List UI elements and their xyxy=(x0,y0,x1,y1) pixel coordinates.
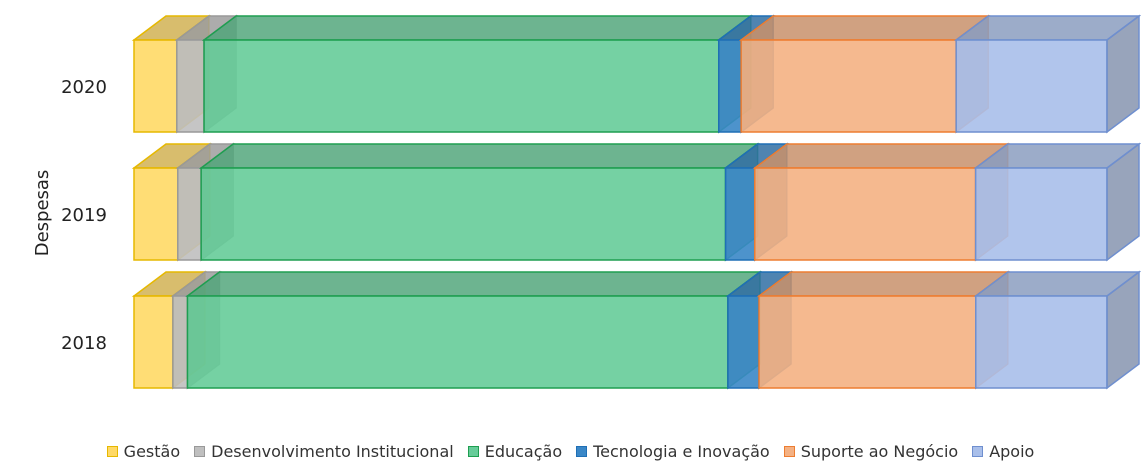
bar-front-face xyxy=(727,295,760,389)
bar-side-face xyxy=(1106,14,1140,134)
bar-front-face xyxy=(203,39,720,133)
bar-2019-apoio xyxy=(973,142,1141,262)
bar-2020-apoio xyxy=(953,14,1141,134)
bar-front-face xyxy=(200,167,727,261)
bar-top-face xyxy=(752,143,1010,169)
legend-label: Suporte ao Negócio xyxy=(800,441,959,461)
legend-label: Gestão xyxy=(123,441,181,461)
bars-layer xyxy=(131,14,1141,390)
legend-label: Educação xyxy=(484,441,563,461)
bar-top-face xyxy=(201,15,754,41)
legend-item-apoio: Apoio xyxy=(972,442,1034,461)
legend-swatch xyxy=(576,445,588,457)
legend-swatch xyxy=(972,445,984,457)
bar-front-face xyxy=(955,39,1108,133)
category-label-2018: 2018 xyxy=(61,333,107,354)
legend-label: Apoio xyxy=(989,441,1035,461)
legend-swatch xyxy=(194,445,206,457)
bar-top-face xyxy=(198,143,760,169)
bar-row-2019 xyxy=(131,142,1141,262)
bar-front-face xyxy=(133,167,179,261)
bar-row-2020 xyxy=(131,14,1141,134)
bar-top-face xyxy=(185,271,763,297)
legend-label: Tecnologia e Inovação xyxy=(593,441,770,461)
bar-front-face xyxy=(133,39,178,133)
bar-2019-suporte-ao-negocio xyxy=(752,142,1010,262)
bar-2018-apoio xyxy=(973,270,1141,390)
bar-front-face xyxy=(177,167,202,261)
legend-swatch xyxy=(467,445,479,457)
bar-front-face xyxy=(186,295,729,389)
bar-side-face xyxy=(1106,142,1140,262)
category-label-2020: 2020 xyxy=(61,77,107,98)
bar-front-face xyxy=(740,39,957,133)
bar-top-face xyxy=(738,15,991,41)
category-label-2019: 2019 xyxy=(61,205,107,226)
legend-swatch xyxy=(783,445,795,457)
bar-2018-suporte-ao-negocio xyxy=(756,270,1011,390)
bar-top-face xyxy=(756,271,1011,297)
bar-front-face xyxy=(176,39,205,133)
bar-front-face xyxy=(754,167,977,261)
bar-front-face xyxy=(724,167,756,261)
legend-item-gestao: Gestão xyxy=(106,441,181,461)
legend-item-suporte-ao-negocio: Suporte ao Negócio xyxy=(783,441,959,461)
bar-row-2018 xyxy=(131,270,1141,390)
bar-front-face xyxy=(172,295,189,389)
bar-front-face xyxy=(975,295,1108,389)
bar-2020-educacao xyxy=(201,14,754,134)
legend-item-educacao: Educação xyxy=(467,441,563,461)
bar-front-face xyxy=(974,167,1108,261)
y-axis-title: Despesas xyxy=(32,170,53,257)
stacked-bar-chart-3d: 2020 2019 2018 Despesas xyxy=(32,14,1141,390)
bar-front-face xyxy=(758,295,977,389)
legend-label: Desenvolvimento Institucional xyxy=(211,441,454,461)
bar-front-face xyxy=(718,39,742,133)
legend-swatch xyxy=(106,445,118,457)
bar-side-face xyxy=(1106,270,1140,390)
category-labels: 2020 2019 2018 xyxy=(61,77,107,354)
bar-2020-suporte-ao-negocio xyxy=(738,14,991,134)
legend-item-desenvolvimento-institucional: Desenvolvimento Institucional xyxy=(194,442,454,461)
bar-2018-educacao xyxy=(185,270,763,390)
legend-item-tecnologia-e-inovacao: Tecnologia e Inovação xyxy=(576,442,770,461)
legend: Gestão Desenvolvimento Institucional Educa… xyxy=(0,436,1141,466)
bar-front-face xyxy=(133,295,174,389)
bar-2019-educacao xyxy=(198,142,760,262)
